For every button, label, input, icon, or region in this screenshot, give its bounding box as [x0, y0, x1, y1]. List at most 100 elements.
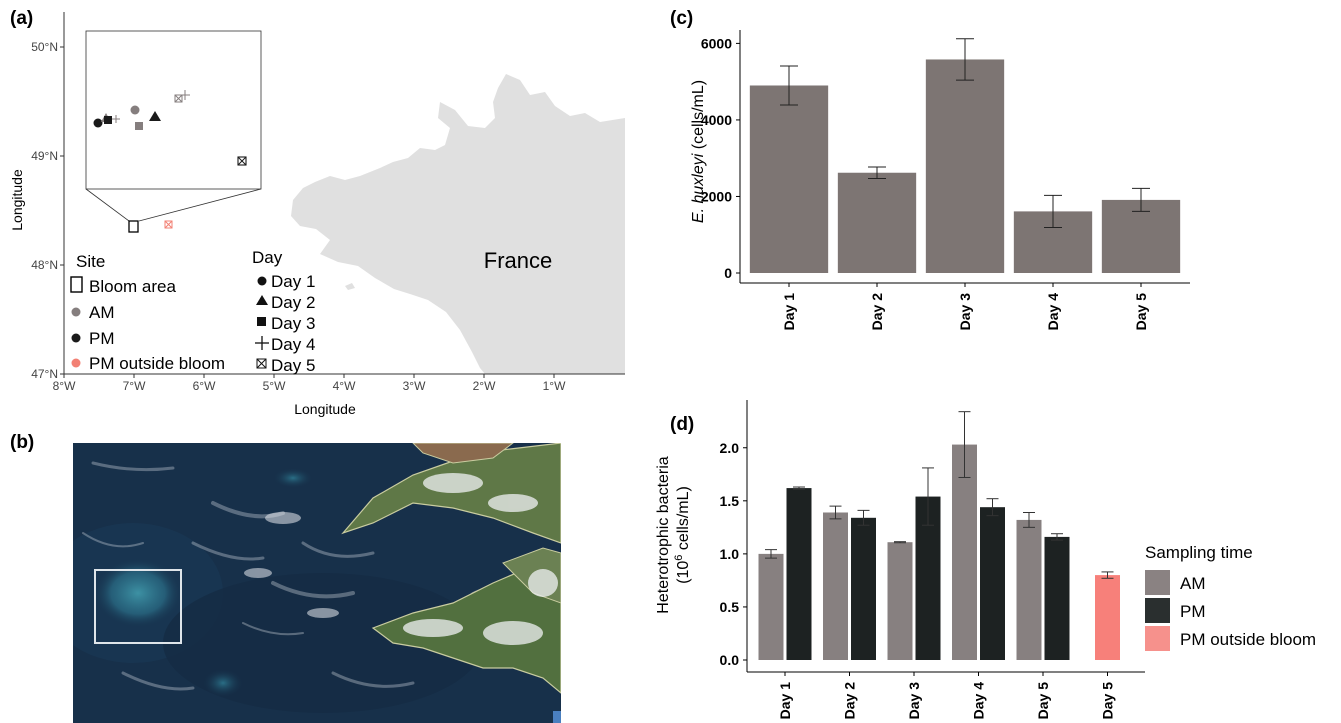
square-icon	[257, 317, 266, 326]
ylabel-line2a: (10	[675, 561, 692, 584]
legend-label: AM	[89, 303, 115, 322]
ylabel-rest: (cells/mL)	[690, 80, 707, 154]
map-y-label: Longitude	[9, 169, 25, 231]
chart-d-legend: Sampling time AM PM PM outside bloom	[1145, 543, 1316, 651]
satellite-image	[73, 443, 561, 723]
y-tick-label: 0.5	[720, 599, 740, 615]
am-icon	[71, 307, 81, 317]
ylabel-sup: 6	[673, 555, 685, 561]
chart-bacteria: (d) Heterotrophic bacteria (106 cells/mL…	[655, 400, 1316, 719]
y-tick-label: 1.0	[720, 546, 740, 562]
bar	[749, 85, 829, 273]
legend-swatch-outside	[1145, 626, 1170, 651]
legend-label: Day 3	[271, 314, 315, 333]
x-tick-label: Day 2	[869, 293, 885, 331]
bar	[980, 507, 1005, 660]
am-day4-point	[112, 115, 120, 123]
x-tick-label: 6°W	[193, 379, 216, 393]
x-tick-label: Day 5	[1035, 682, 1051, 720]
ylabel-line2: (106 cells/mL)	[673, 486, 692, 584]
island	[345, 283, 355, 290]
pm-day5-point	[237, 156, 247, 166]
bar	[1016, 519, 1042, 660]
france-label: France	[484, 248, 552, 273]
bar	[887, 542, 913, 660]
land-mass	[341, 443, 561, 544]
chart-d-ylabel: Heterotrophic bacteria (106 cells/mL)	[655, 456, 692, 614]
legend-label: Bloom area	[89, 277, 176, 296]
bar	[851, 517, 876, 660]
x-tick-label: Day 4	[971, 682, 987, 720]
map-y-ticks: 50°N 49°N 48°N 47°N	[31, 40, 64, 381]
legend-title: Site	[76, 252, 105, 271]
legend-title: Day	[252, 248, 283, 267]
y-tick-label: 47°N	[31, 367, 58, 381]
x-tick-label: Day 3	[906, 682, 922, 720]
y-tick-label: 2.0	[720, 440, 740, 456]
x-tick-label: Day 2	[842, 682, 858, 720]
am-day5-point	[174, 94, 183, 103]
inset-zoom	[85, 30, 262, 233]
x-tick-label: Day 1	[781, 293, 797, 331]
island	[488, 140, 498, 148]
pm-day2-point	[149, 111, 161, 121]
y-tick-label: 0	[724, 265, 732, 281]
x-tick-label: 5°W	[263, 379, 286, 393]
pm-icon	[71, 333, 81, 343]
y-tick-label: 2000	[701, 188, 732, 204]
x-tick-label: Day 5	[1100, 682, 1116, 720]
chart-c-ylabel: E. huxleyi (cells/mL)	[690, 80, 707, 223]
panel-label-c: (c)	[670, 8, 693, 29]
pm-day3-point	[104, 116, 112, 124]
legend-label: Day 1	[271, 272, 315, 291]
legend-label: Day 5	[271, 356, 315, 375]
x-tick-label: Day 3	[957, 293, 973, 331]
day-legend: Day Day 1 Day 2 Day 3 Day 4 Day 5	[252, 248, 315, 375]
legend-label: PM outside bloom	[89, 354, 225, 373]
y-tick-label: 1.5	[720, 493, 740, 509]
x-tick-label: Day 5	[1133, 293, 1149, 331]
ylabel-line2b: cells/mL)	[675, 486, 692, 554]
bloom-area-marker	[128, 220, 139, 233]
boxed-x-icon	[256, 358, 267, 369]
y-tick-label: 50°N	[31, 40, 58, 54]
y-tick-label: 6000	[701, 35, 732, 51]
outside-bloom-point	[164, 220, 173, 229]
bar	[758, 553, 784, 660]
legend-label: AM	[1180, 574, 1206, 593]
outside-bloom-icon	[71, 358, 81, 368]
bloom-box	[94, 569, 182, 644]
map-x-ticks: 8°W 7°W 6°W 5°W 4°W 3°W 2°W 1°W	[53, 374, 566, 393]
x-tick-label: Day 4	[1045, 293, 1061, 331]
x-tick-label: 1°W	[543, 379, 566, 393]
legend-title: Sampling time	[1145, 543, 1253, 562]
legend-swatch-pm	[1145, 598, 1170, 623]
ylabel-line1: Heterotrophic bacteria	[655, 456, 672, 614]
y-tick-label: 0.0	[720, 652, 740, 668]
bar	[1095, 575, 1120, 660]
pm-day1-point	[93, 118, 103, 128]
x-tick-label: 2°W	[473, 379, 496, 393]
corner-mark	[553, 711, 561, 723]
panel-label-a: (a)	[10, 8, 33, 29]
bar	[952, 444, 977, 660]
legend-label: Day 2	[271, 293, 315, 312]
triangle-icon	[256, 295, 268, 305]
site-legend: Site Bloom area AM PM PM outside bloom	[70, 252, 225, 373]
panel-label-d: (d)	[670, 414, 694, 435]
legend-label: PM	[1180, 602, 1206, 621]
land-area	[291, 74, 625, 374]
map-panel: (a) 50°N 49°N 48°N 47°N 8°W 7°W 6°W 5°W …	[9, 8, 625, 417]
legend-swatch-am	[1145, 570, 1170, 595]
chart-d-plot: 2.0 1.5 1.0 0.5 0.0 Day 1 Day 2 Day 3 Day 4 Day 5…	[720, 400, 1145, 719]
bar	[837, 172, 917, 273]
x-tick-label: 3°W	[403, 379, 426, 393]
chart-c-plot: 6000 4000 2000 0 Day 1 Day 2 Day 3 Day 4 Day 5	[701, 30, 1190, 330]
land-mass	[371, 560, 561, 694]
plus-icon	[255, 336, 269, 350]
france-landmass	[291, 74, 625, 374]
x-tick-label: 7°W	[123, 379, 146, 393]
bar	[925, 59, 1005, 273]
x-tick-label: Day 1	[777, 682, 793, 720]
bar	[823, 512, 848, 660]
